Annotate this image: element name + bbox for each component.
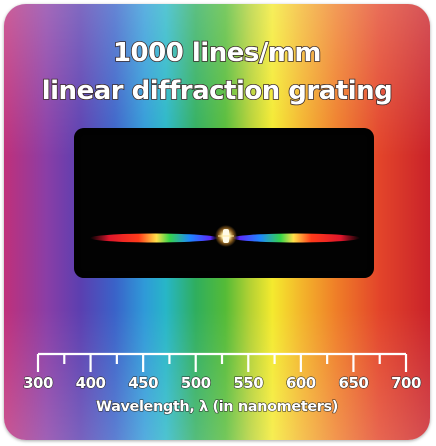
- tick-label-400: 400: [75, 373, 106, 392]
- diffraction-pattern: [90, 225, 360, 247]
- viewing-window: [74, 128, 374, 278]
- tick-label-550: 550: [233, 373, 264, 392]
- title-line-2: linear diffraction grating: [41, 75, 394, 107]
- tick-label-700: 700: [391, 373, 422, 392]
- tick-label-300: 300: [23, 373, 54, 392]
- tick-label-450: 450: [128, 373, 159, 392]
- scale-ruler: [36, 352, 408, 372]
- light-source-glow-icon: [215, 225, 237, 247]
- title-line-1: 1000 lines/mm: [112, 37, 322, 69]
- spectrum-band-right: [232, 233, 360, 243]
- diffraction-grating-card: 1000 lines/mm linear diffraction grating: [4, 4, 430, 440]
- wavelength-axis-label: Wavelength, λ (in nanometers): [95, 398, 338, 415]
- tick-label-500: 500: [180, 373, 211, 392]
- wavelength-scale: 300 400 450 500 550 600 650 700 Wavelength, λ (…: [4, 344, 430, 440]
- tick-label-600: 600: [285, 373, 316, 392]
- spectrum-band-left: [90, 233, 218, 243]
- tick-label-650: 650: [338, 373, 369, 392]
